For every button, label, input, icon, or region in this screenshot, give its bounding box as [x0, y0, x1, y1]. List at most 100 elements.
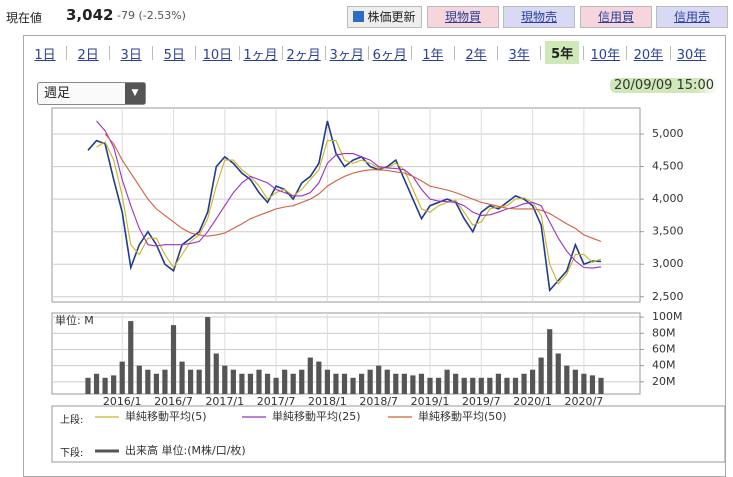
period-tab[interactable]: 5日 [163, 48, 185, 63]
y-tick-label: 4,000 [652, 192, 684, 205]
y-tick-label: 5,000 [652, 127, 684, 140]
volume-bar [435, 377, 442, 394]
period-select-label: 週足 [44, 86, 71, 101]
y-tick-label: 2,500 [652, 290, 684, 303]
period-tab[interactable]: 3ヶ月 [329, 48, 364, 63]
volume-bar [170, 325, 177, 394]
y-tick-label: 3,500 [652, 225, 684, 238]
volume-bar [341, 373, 348, 394]
tab-separator [195, 46, 197, 60]
y-axis-label: 単位: M [55, 313, 94, 327]
tab-separator [583, 46, 585, 60]
chart: 2,500 3,000 3,500 4,000 4,500 5,000 20M 40M 60M 8… [51, 107, 726, 463]
tab-separator [497, 46, 499, 60]
x-tick-label: 2018/1 [308, 395, 347, 408]
cash-buy-button[interactable]: 現物買 [427, 6, 499, 28]
period-tab[interactable]: 1日 [34, 48, 56, 63]
volume-bar [93, 373, 100, 394]
volume-bar [359, 373, 365, 394]
period-tab[interactable]: 10日 [202, 48, 233, 63]
volume-bar [273, 377, 279, 394]
volume-bar [555, 353, 561, 394]
volume-bar [598, 377, 604, 394]
y-tick-label: 40M [652, 359, 676, 372]
legend-label: 単純移動平均(50) [418, 409, 507, 423]
tab-separator [109, 46, 111, 60]
volume-bar [453, 373, 459, 394]
period-tab[interactable]: 1ヶ月 [243, 48, 278, 63]
x-tick-label: 2019/7 [462, 395, 501, 408]
volume-bar [213, 353, 219, 394]
y-tick-label: 80M [652, 326, 676, 339]
price: 3,042 [66, 6, 114, 24]
volume-bar [418, 373, 425, 394]
period-tab[interactable]: 5年 [545, 41, 580, 64]
tab-separator [454, 46, 455, 60]
volume-bar [119, 361, 125, 394]
volume-bar [111, 375, 117, 394]
y-tick-label: 20M [652, 375, 676, 388]
price-panel [51, 107, 641, 303]
x-tick-label: 2017/1 [205, 395, 244, 408]
period-tab[interactable]: 2ヶ月 [286, 48, 321, 63]
volume-bar [136, 365, 142, 394]
legend-label: 出来高 単位:(M株/口/枚) [125, 443, 246, 457]
period-tab[interactable]: 10年 [590, 48, 621, 63]
volume-bar [589, 375, 596, 394]
volume-bar [196, 369, 202, 394]
margin-sell-button[interactable]: 信用売 [656, 6, 728, 28]
page: 現在値 3,042 -79 (-2.53%) 株価更新 現物買 現物売 信用買 … [6, 6, 728, 477]
tab-separator [540, 46, 542, 60]
volume-bar [102, 377, 108, 394]
period-tab[interactable]: 2日 [77, 48, 99, 63]
volume-bar [444, 369, 450, 394]
volume-bar [410, 375, 416, 394]
x-tick-label: 2020/1 [513, 395, 552, 408]
price-label: 現在値 [6, 11, 43, 25]
tab-separator [281, 46, 283, 60]
x-tick-label: 2017/7 [257, 395, 296, 408]
volume-bar [564, 365, 570, 394]
volume-bar [495, 373, 501, 394]
y-tick-label: 100M [652, 310, 683, 323]
period-tab[interactable]: 20年 [633, 48, 664, 63]
volume-bar [205, 317, 211, 394]
margin-buy-button[interactable]: 信用買 [580, 6, 652, 28]
volume-bar [324, 369, 330, 394]
volume-bar [521, 373, 527, 394]
legend-label: 単純移動平均(5) [125, 409, 207, 423]
volume-bar [512, 377, 519, 394]
volume-bar [393, 373, 399, 394]
tab-separator [367, 46, 369, 60]
volume-bar [470, 377, 476, 394]
period-tab[interactable]: 6ヶ月 [372, 48, 407, 63]
tab-separator [626, 46, 628, 60]
tab-separator [152, 46, 154, 60]
x-tick-label: 2016/1 [103, 395, 142, 408]
volume-bar [153, 373, 159, 394]
volume-bar [307, 357, 313, 394]
cash-sell-button[interactable]: 現物売 [503, 6, 575, 28]
legend-box [51, 405, 726, 463]
period-select[interactable]: 週足 ▼ [37, 82, 146, 105]
volume-bar [350, 377, 356, 394]
period-tab[interactable]: 1年 [422, 48, 444, 63]
period-tab[interactable]: 2年 [465, 48, 487, 63]
volume-bar [581, 373, 587, 394]
volume-bar [282, 369, 288, 394]
volume-bar [145, 369, 151, 394]
refresh-button[interactable]: 株価更新 [347, 6, 422, 28]
volume-bar [333, 373, 339, 394]
refresh-label: 株価更新 [367, 10, 416, 24]
volume-bar [179, 361, 185, 394]
price-line [87, 120, 602, 293]
legend-label: 単純移動平均(25) [272, 409, 361, 423]
period-tab[interactable]: 3年 [508, 48, 530, 63]
period-tab[interactable]: 3日 [120, 48, 142, 63]
tab-separator [410, 46, 412, 60]
moving-average-line [96, 120, 602, 269]
price-change: -79 (-2.53%) [117, 9, 186, 22]
period-tab[interactable]: 30年 [676, 48, 707, 63]
volume-bar [478, 377, 484, 394]
volume-bar [487, 377, 493, 394]
